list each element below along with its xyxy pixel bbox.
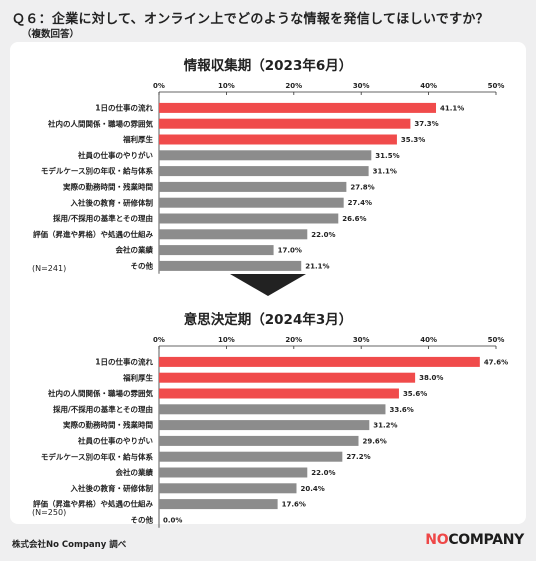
chart-1-plot: 0% 10% 20% 30% 40% 50% 1日の仕事の流れ 41.1% 社内の人間関係・職場… [33,82,505,274]
x-tick-label: 30% [353,336,370,344]
category-label: 採用/不採用の基準とその理由 [53,404,153,414]
category-label: その他 [131,261,154,271]
value-label: 21.1% [305,262,329,270]
logo-prefix: NO [425,532,449,548]
value-label: 17.6% [282,501,306,509]
bar [159,404,386,415]
value-label: 38.0% [419,374,443,382]
category-label: 評価（昇進や昇格）や処遇の仕組み [33,229,153,239]
category-label: 福利厚生 [122,134,153,144]
chart-1-title: 情報収集期（2023年6月） [183,58,353,74]
logo-suffix: COMPANY [448,532,524,548]
bar [159,420,370,431]
bar [159,245,274,256]
category-label: 会社の業績 [116,467,154,477]
question-note: （複数回答） [22,29,80,40]
category-label: 入社後の教育・研修体制 [70,483,154,493]
question-title: Ｑ６：企業に対して、オンライン上でどのような情報を発信してほしいですか？ [12,12,489,27]
x-tick-label: 20% [285,82,302,90]
category-label: 1日の仕事の流れ [95,103,153,113]
value-label: 17.0% [278,247,302,255]
bar [159,213,339,224]
bar [159,451,343,462]
bar [159,118,411,129]
source-note: 株式会社No Company 調べ [12,540,127,550]
bar [159,134,397,145]
value-label: 31.5% [375,152,399,160]
x-tick-label: 50% [488,82,505,90]
category-label: 社員の仕事のやりがい [77,436,153,446]
down-arrow-icon [230,274,306,296]
value-label: 31.2% [373,422,397,430]
value-label: 22.0% [311,231,335,239]
category-label: 実際の勤務時間・残業時間 [63,420,153,430]
value-label: 29.6% [363,437,387,445]
category-label: モデルケース別の年収・給与体系 [41,451,154,461]
x-tick-label: 40% [420,82,437,90]
x-tick-label: 40% [420,336,437,344]
chart-2-n-label: (N=250) [32,508,67,517]
value-label: 27.8% [350,183,374,191]
value-label: 22.0% [311,469,335,477]
value-label: 26.6% [342,215,366,223]
bar [159,229,308,240]
bar [159,372,416,383]
bar [159,435,359,446]
category-label: 社員の仕事のやりがい [77,150,153,160]
value-label: 41.1% [440,104,464,112]
bar [159,388,399,399]
x-tick-label: 10% [218,336,235,344]
x-tick-label: 0% [153,82,165,90]
category-label: 社内の人間関係・職場の雰囲気 [47,388,153,398]
chart-2-plot: 0% 10% 20% 30% 40% 50% 1日の仕事の流れ 47.6% 福利厚生 38.0% 社… [33,336,508,528]
bar [159,260,302,271]
value-label: 47.6% [484,358,508,366]
bar [159,150,372,161]
category-label: 福利厚生 [122,372,153,382]
category-label: その他 [131,515,154,525]
chart-card: 情報収集期（2023年6月） 0% 10% 20% 30% 40% 50% 1日の仕事の流れ… [10,42,526,528]
bar [159,197,344,208]
category-label: 社内の人間関係・職場の雰囲気 [47,118,153,128]
chart-2-title: 意思決定期（2024年3月） [183,312,353,328]
category-label: 会社の業績 [116,245,154,255]
value-label: 0.0% [163,516,182,524]
category-label: 1日の仕事の流れ [95,357,153,367]
category-label: 採用/不採用の基準とその理由 [53,213,153,223]
x-tick-label: 20% [285,336,302,344]
x-tick-label: 0% [153,336,165,344]
category-label: モデルケース別の年収・給与体系 [41,166,154,176]
bar [159,499,278,510]
bar [159,467,308,478]
bar [159,356,480,367]
x-tick-label: 10% [218,82,235,90]
x-tick-label: 50% [488,336,505,344]
category-label: 評価（昇進や昇格）や処遇の仕組み [33,499,153,509]
value-label: 37.3% [414,120,438,128]
value-label: 35.6% [403,390,427,398]
bar [159,166,369,177]
value-label: 20.4% [300,485,324,493]
bar [159,102,437,113]
company-logo: NOCOMPANY [425,532,524,548]
x-tick-label: 30% [353,82,370,90]
bar [159,181,347,192]
chart-1-n-label: (N=241) [32,264,67,273]
category-label: 実際の勤務時間・残業時間 [63,182,153,192]
value-label: 27.4% [348,199,372,207]
value-label: 31.1% [373,168,397,176]
value-label: 35.3% [401,136,425,144]
bar [159,483,297,494]
category-label: 入社後の教育・研修体制 [70,197,154,207]
value-label: 33.6% [389,406,413,414]
value-label: 27.2% [346,453,370,461]
